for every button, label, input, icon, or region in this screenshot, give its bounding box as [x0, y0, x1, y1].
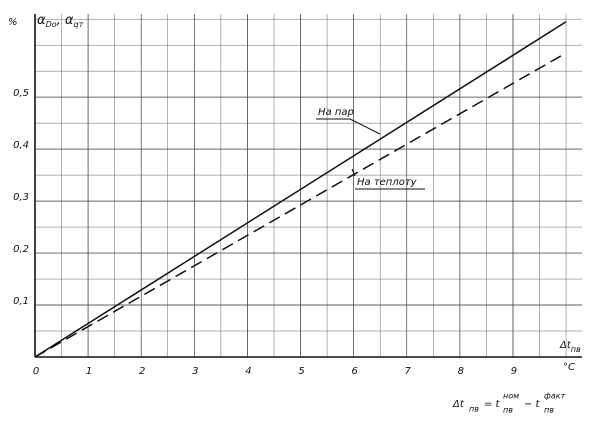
x-tick-label: 6	[351, 366, 357, 377]
x-tick-label: 0	[33, 366, 39, 377]
formula-part: − t	[524, 399, 541, 410]
x-tick-label: 2	[139, 366, 145, 377]
y-tick-label: 0,5	[13, 88, 29, 99]
formula-part: = t	[484, 399, 501, 410]
formula-part: пв	[469, 405, 479, 414]
x-tick-label: 1	[86, 366, 92, 377]
x-tick-label: 5	[298, 366, 304, 377]
series-label: На пар	[318, 107, 354, 118]
y-tick-label: 0,1	[13, 296, 29, 307]
formula-part: пв	[544, 406, 554, 415]
y-tick-label: 0,4	[13, 140, 29, 151]
x-tick-label: 7	[405, 366, 412, 377]
x-unit: °C	[563, 362, 575, 373]
y-tick-label: 0,3	[13, 192, 29, 203]
annotations: На пар На теплоту	[316, 107, 425, 190]
x-tick-label: 4	[245, 366, 251, 377]
x-tick-label: 3	[192, 366, 198, 377]
x-tick-label: 9	[511, 366, 517, 377]
formula-part: пв	[503, 406, 513, 415]
series-line	[34, 21, 567, 358]
y-label: αDо, αqт	[37, 13, 84, 29]
formula-part: ном	[503, 392, 519, 401]
formula-part: факт	[544, 392, 566, 401]
x-label: Δtпв	[559, 340, 581, 354]
series-line	[34, 52, 567, 358]
leader	[349, 118, 381, 135]
formula-part: Δt	[452, 399, 465, 410]
y-tick-label: 0,2	[13, 244, 29, 255]
series-label: На теплоту	[357, 177, 418, 188]
x-tick-label: 8	[458, 366, 464, 377]
formula: Δt пв = t пв ном − t пв факт	[452, 392, 566, 415]
y-unit: %	[8, 17, 18, 28]
